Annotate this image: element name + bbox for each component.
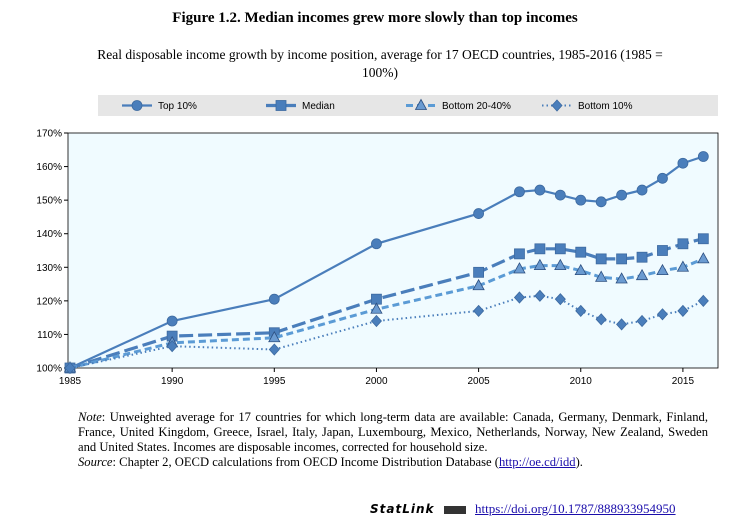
legend-item: Top 10% (122, 100, 197, 112)
chart: 100% 110% 120% 130% 140% 150% 160% 170% 1985 1990… (36, 98, 719, 387)
series-line (69, 257, 704, 370)
data-point (595, 196, 607, 208)
source-end: ). (575, 455, 583, 469)
x-tick-label: 2005 (467, 376, 490, 387)
statlink-icon (443, 506, 466, 515)
x-tick-label: 2015 (672, 376, 695, 387)
data-point (697, 252, 710, 264)
data-point (697, 294, 709, 307)
data-point (554, 258, 567, 271)
statlink: StatLink https://doi.org/10.1787/8889339… (370, 501, 676, 517)
y-tick-label: 160% (36, 162, 62, 173)
legend-label: Median (302, 101, 335, 112)
x-tick-label: 1995 (263, 376, 286, 387)
doi-link[interactable]: https://doi.org/10.1787/888933954950 (475, 501, 676, 516)
legend-item: Bottom 20-40% (406, 98, 511, 112)
x-tick-label: 2010 (570, 376, 593, 387)
series-bottom-10- (64, 289, 709, 375)
y-tick-label: 130% (36, 263, 62, 274)
legend-marker (275, 100, 287, 111)
y-tick-label: 170% (36, 129, 62, 140)
data-point (656, 263, 669, 276)
data-point (371, 238, 382, 250)
figure-title: Figure 1.2. Median incomes grew more slo… (172, 10, 578, 26)
legend-item: Bottom 10% (542, 99, 633, 112)
legend-label: Bottom 10% (578, 101, 633, 112)
plot-area (67, 132, 719, 369)
data-point (554, 293, 566, 306)
x-tick-label: 1990 (161, 376, 184, 387)
data-point (473, 304, 485, 318)
data-point (513, 291, 526, 304)
legend-marker (131, 100, 143, 111)
data-point (534, 184, 546, 196)
data-point (268, 343, 280, 356)
data-point (616, 189, 628, 201)
y-tick-label: 110% (37, 330, 62, 341)
y-tick-label: 100% (36, 364, 62, 375)
data-point (697, 151, 709, 162)
legend-label: Top 10% (158, 101, 197, 112)
note-text: : Unweighted average for 17 countries fo… (78, 410, 708, 454)
data-point (657, 245, 668, 256)
data-point (268, 330, 281, 343)
legend-item: Median (266, 100, 335, 112)
y-tick-label: 150% (36, 196, 62, 207)
legend-label: Bottom 20-40% (442, 101, 511, 112)
data-point (635, 268, 649, 281)
data-point (554, 243, 566, 255)
source-label: Source (78, 455, 113, 469)
data-point (575, 304, 587, 318)
data-point (595, 270, 608, 282)
data-point (636, 184, 648, 196)
legend-marker (414, 98, 428, 110)
y-tick-label: 140% (36, 229, 62, 240)
y-tick-label: 120% (36, 296, 62, 307)
data-point (370, 314, 382, 328)
data-point (370, 302, 383, 314)
data-point (636, 251, 648, 263)
data-point (166, 340, 178, 353)
data-point (533, 258, 547, 271)
data-point (595, 313, 607, 326)
data-point (636, 314, 648, 328)
data-point (615, 272, 628, 284)
source-link[interactable]: http://oe.cd/idd (498, 455, 576, 469)
note: Note: Unweighted average for 17 countrie… (78, 410, 708, 470)
data-point (166, 315, 178, 327)
data-point (616, 318, 628, 331)
source-text: : Chapter 2, OECD calculations from OECD… (112, 455, 499, 469)
data-point (64, 361, 76, 375)
data-point (472, 278, 485, 291)
statlink-logo: StatLink (370, 502, 435, 516)
data-point (656, 308, 669, 321)
data-point (575, 194, 587, 206)
data-point (473, 208, 485, 219)
data-point (554, 189, 566, 201)
data-point (657, 172, 668, 184)
data-point (677, 157, 689, 169)
data-point (268, 293, 280, 305)
data-point (616, 253, 628, 265)
data-point (677, 304, 689, 318)
x-tick-label: 2000 (365, 376, 388, 387)
data-point (534, 243, 546, 255)
note-label: Note (78, 410, 102, 424)
data-point (514, 248, 525, 260)
data-point (574, 263, 587, 276)
chart-subtitle: Real disposable income growth by income … (97, 47, 663, 80)
data-point (595, 253, 607, 265)
data-point (513, 262, 526, 274)
x-tick-label: 1985 (59, 376, 82, 387)
data-point (514, 186, 525, 198)
legend-marker (551, 99, 563, 112)
data-point (677, 238, 689, 250)
data-point (676, 260, 690, 272)
data-point (575, 246, 587, 258)
data-point (697, 233, 709, 245)
data-point (473, 266, 485, 278)
data-point (534, 289, 546, 302)
